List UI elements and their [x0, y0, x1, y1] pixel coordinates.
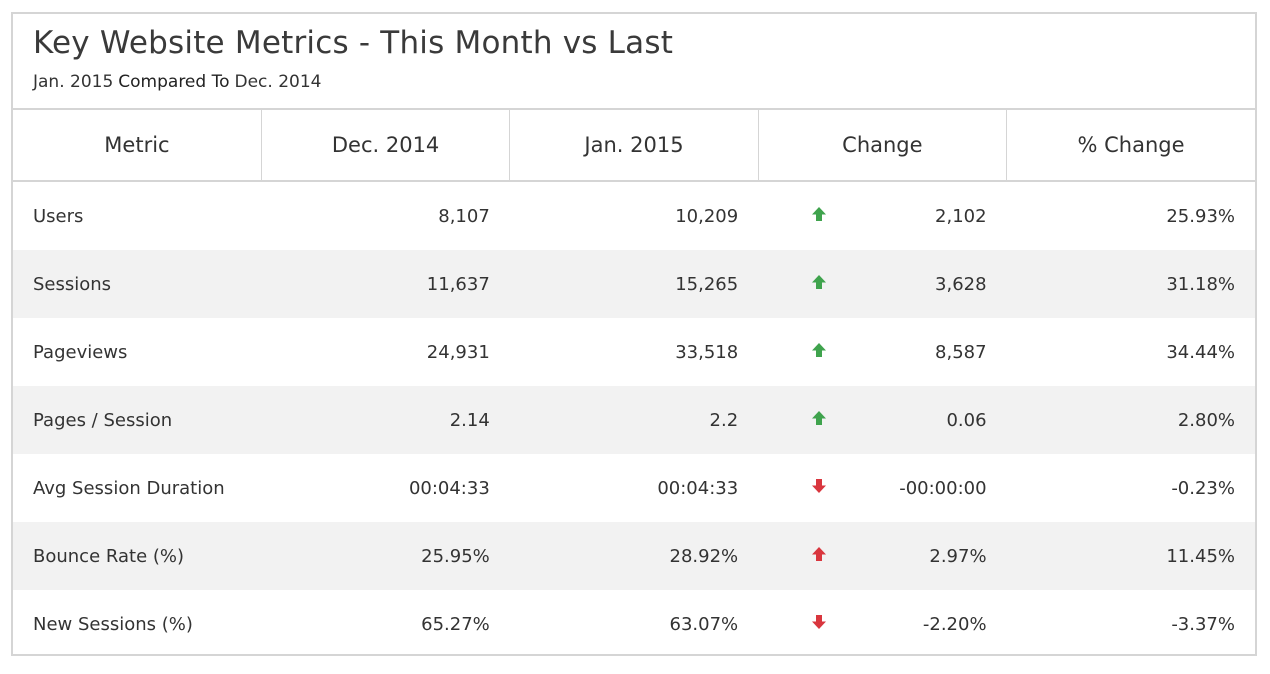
table-row: New Sessions (%) 65.27% 63.07% -2.20% -3.37% — [13, 590, 1255, 658]
current-value: 63.07% — [669, 613, 739, 635]
metrics-widget: Key Website Metrics - This Month vs Last… — [11, 12, 1257, 656]
change-value: 3,628 — [935, 273, 987, 295]
change-value: -2.20% — [922, 613, 987, 635]
change-cell: 3,628 — [758, 250, 1007, 318]
arrow-up-icon — [812, 275, 827, 289]
current-value: 2.2 — [509, 386, 759, 454]
subtitle-previous-period: Dec. 2014 — [234, 72, 322, 92]
current-value: 33,518 — [675, 341, 739, 363]
change-value: -00:00:00 — [899, 477, 987, 499]
pct-change-value: 25.93% — [1166, 205, 1235, 227]
change-value: 8,587 — [935, 341, 987, 363]
arrow-up-icon — [812, 547, 827, 561]
metric-name: Bounce Rate (%) — [13, 522, 262, 590]
pct-change-value: 2.80% — [1006, 386, 1255, 454]
current-value: 00:04:33 — [657, 477, 739, 499]
subtitle-current-period: Jan. 2015 — [33, 72, 114, 92]
table-header-row: Metric Dec. 2014 Jan. 2015 Change % Chan… — [13, 110, 1255, 182]
metric-name: New Sessions (%) — [33, 613, 193, 635]
widget-subtitle: Jan. 2015 Compared To Dec. 2014 — [33, 72, 321, 92]
previous-value: 11,637 — [261, 250, 510, 318]
change-cell: 2.97% — [758, 522, 1007, 590]
change-value: 0.06 — [946, 409, 987, 431]
arrow-up-icon — [812, 343, 827, 357]
metric-name: Avg Session Duration — [33, 477, 225, 499]
change-value: 2,102 — [935, 205, 987, 227]
pct-change-value: -3.37% — [1171, 613, 1235, 635]
current-value: 10,209 — [675, 205, 739, 227]
column-header-previous: Dec. 2014 — [261, 110, 511, 182]
arrow-up-icon — [812, 411, 827, 425]
metric-name: Pageviews — [33, 341, 128, 363]
previous-value: 25.95% — [261, 522, 510, 590]
previous-value: 2.14 — [261, 386, 510, 454]
subtitle-compared-to: Compared To — [118, 72, 230, 92]
arrow-up-icon — [812, 207, 827, 221]
table-body: Users 8,107 10,209 2,102 25.93% Sessions 11,63… — [13, 181, 1255, 658]
change-cell: 0.06 — [758, 386, 1007, 454]
table-row: Sessions 11,637 15,265 3,628 31.18% — [13, 250, 1255, 318]
table-row: Users 8,107 10,209 2,102 25.93% — [13, 181, 1255, 250]
table-row: Pages / Session 2.14 2.2 0.06 2.80% — [13, 386, 1255, 454]
previous-value: 00:04:33 — [408, 477, 490, 499]
table-row: Bounce Rate (%) 25.95% 28.92% 2.97% 11.45% — [13, 522, 1255, 590]
metric-name: Users — [33, 205, 84, 227]
previous-value: 65.27% — [421, 613, 490, 635]
metric-name: Sessions — [13, 250, 262, 318]
column-header-pct-change: % Change — [1006, 110, 1255, 182]
change-value: 2.97% — [929, 545, 987, 567]
metrics-table: Metric Dec. 2014 Jan. 2015 Change % Chan… — [13, 110, 1255, 658]
widget-title: Key Website Metrics - This Month vs Last — [33, 25, 674, 61]
column-header-current: Jan. 2015 — [509, 110, 759, 182]
change-cell: 8,587 — [758, 318, 1006, 386]
change-cell: -2.20% — [758, 590, 1006, 658]
change-cell: 2,102 — [758, 181, 1006, 250]
widget-header: Key Website Metrics - This Month vs Last… — [13, 14, 1255, 110]
current-value: 15,265 — [509, 250, 759, 318]
pct-change-value: 34.44% — [1166, 341, 1235, 363]
current-value: 28.92% — [509, 522, 759, 590]
arrow-down-icon — [812, 479, 827, 493]
pct-change-value: 31.18% — [1006, 250, 1255, 318]
pct-change-value: 11.45% — [1006, 522, 1255, 590]
table-row: Pageviews 24,931 33,518 8,587 34.44% — [13, 318, 1255, 386]
table-row: Avg Session Duration 00:04:33 00:04:33 -00:… — [13, 454, 1255, 522]
metric-name: Pages / Session — [13, 386, 262, 454]
change-cell: -00:00:00 — [758, 454, 1006, 522]
pct-change-value: -0.23% — [1171, 477, 1235, 499]
previous-value: 8,107 — [438, 205, 490, 227]
column-header-change: Change — [758, 110, 1008, 182]
column-header-metric: Metric — [13, 110, 262, 182]
previous-value: 24,931 — [426, 341, 490, 363]
arrow-down-icon — [812, 615, 827, 629]
